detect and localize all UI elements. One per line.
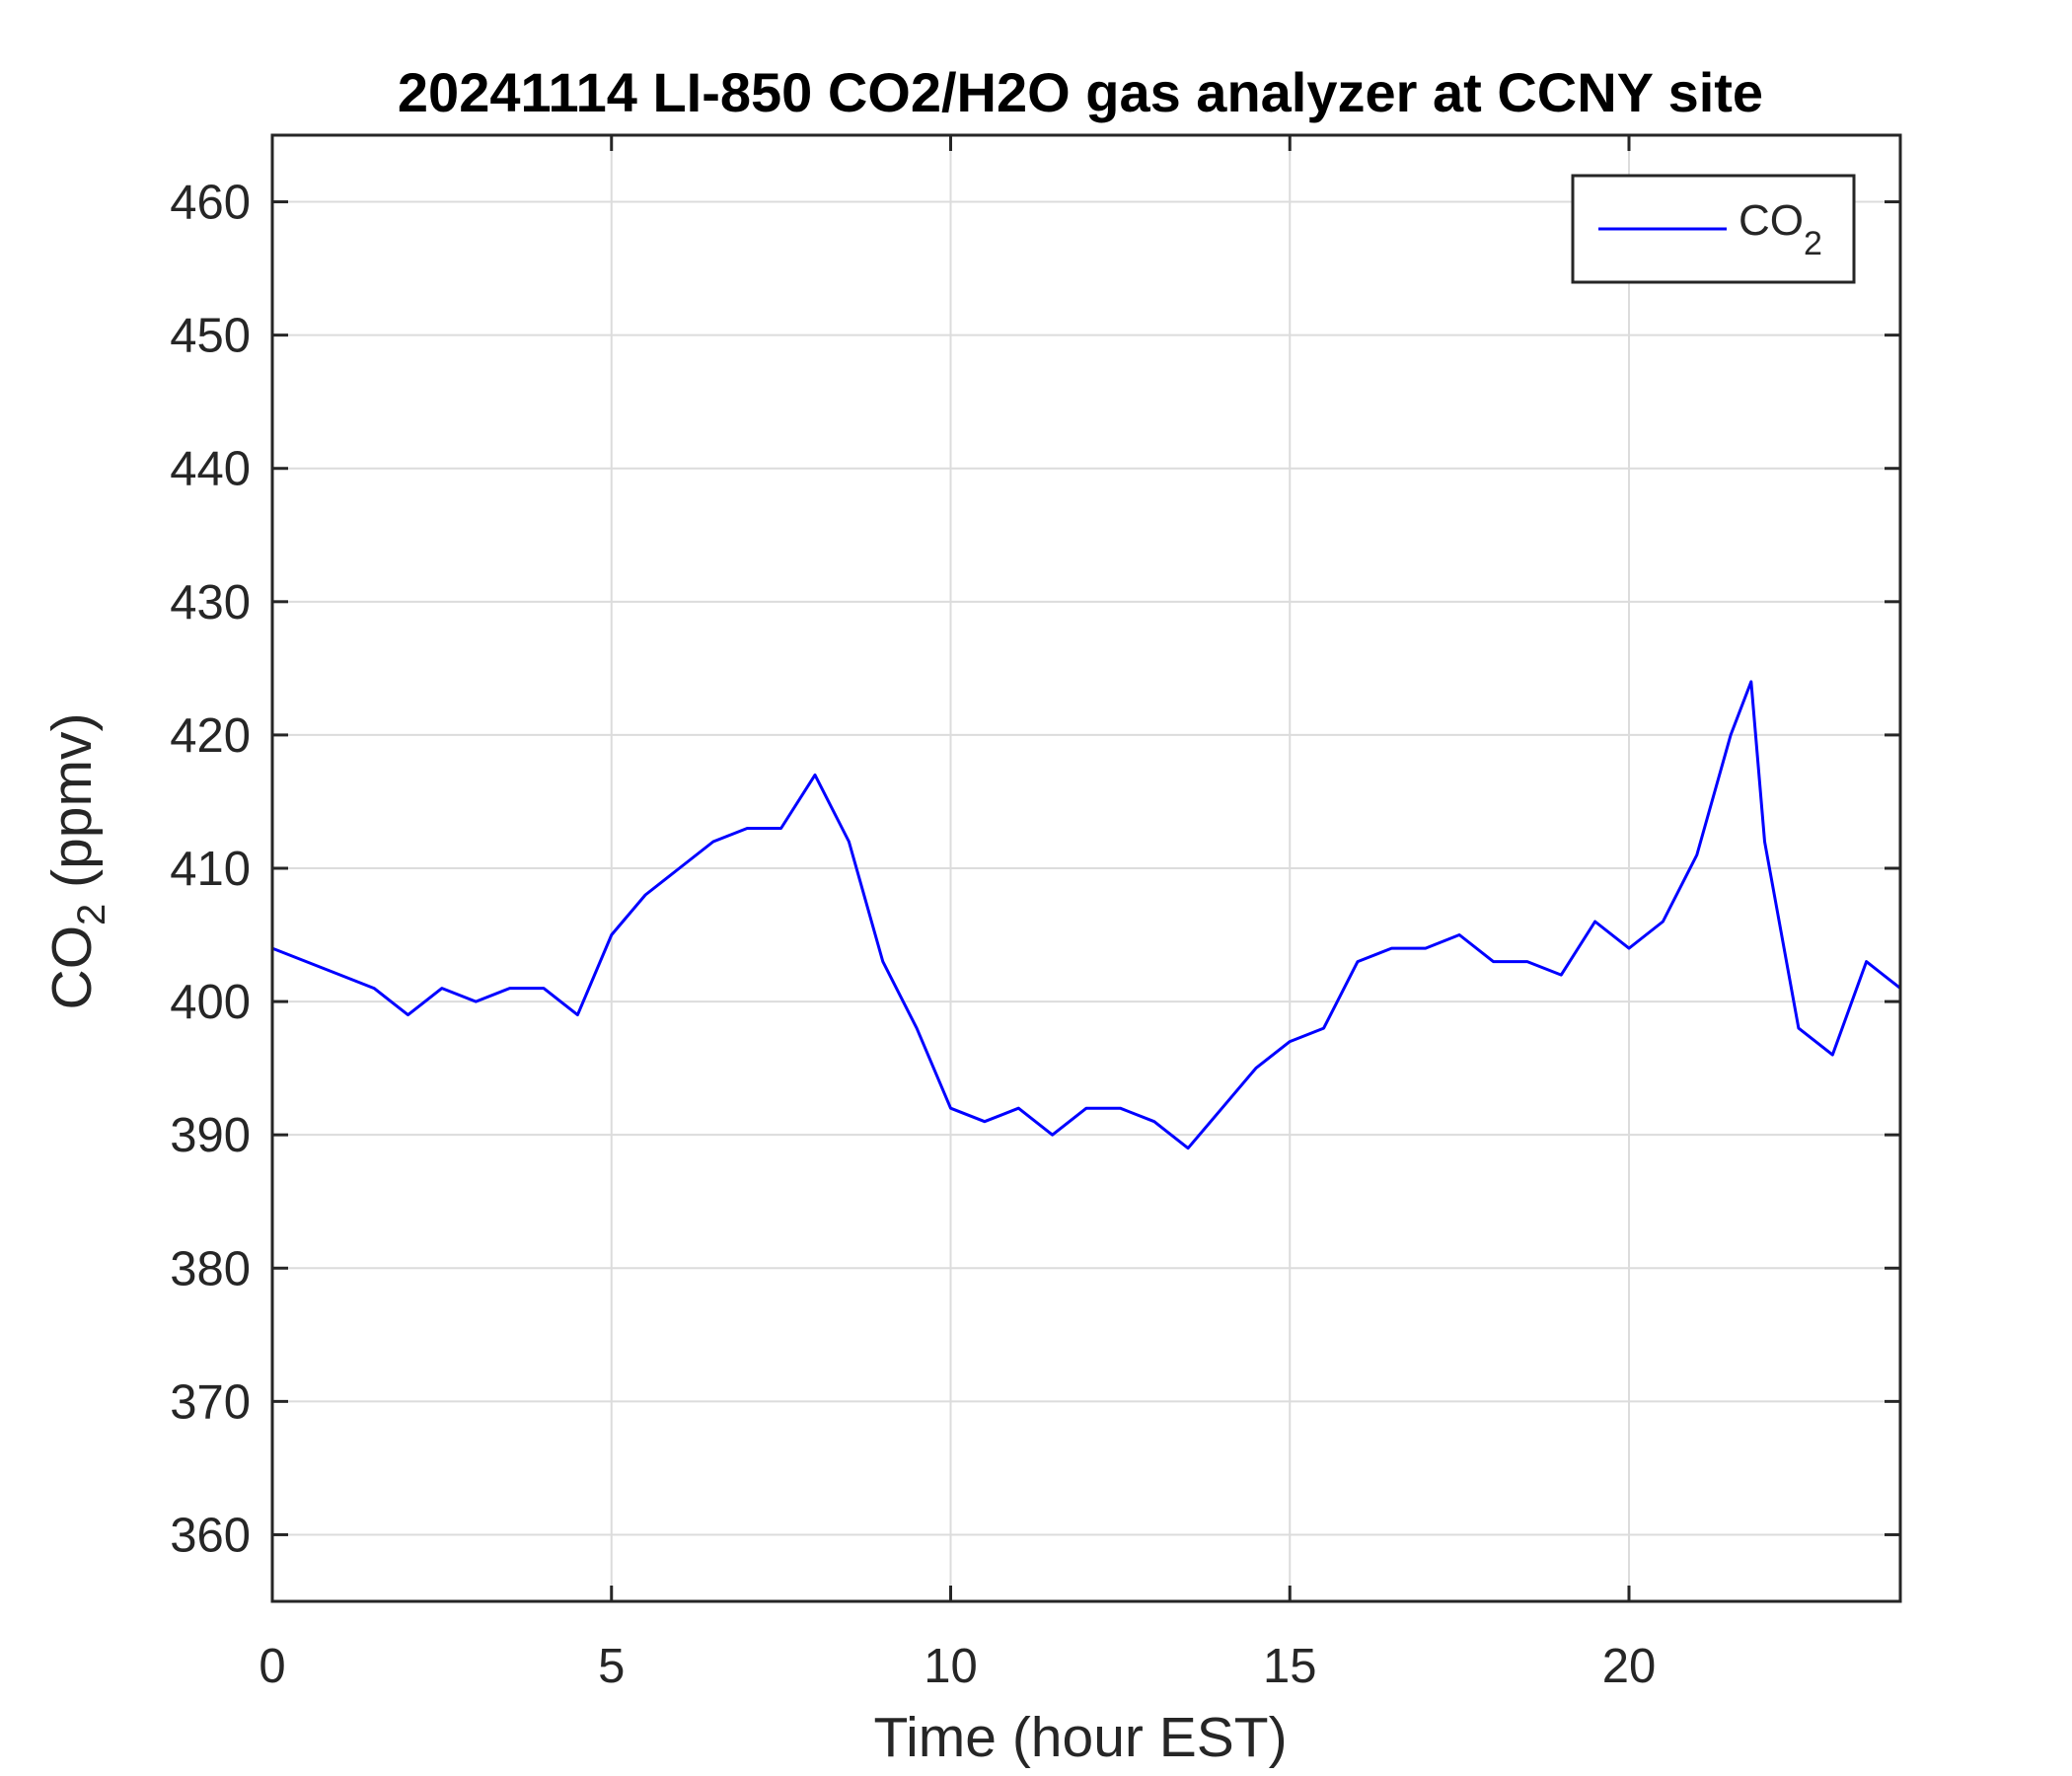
chart-title: 20241114 LI-850 CO2/H2O gas analyzer at … <box>398 61 1763 123</box>
data-point-0-38 <box>1560 974 1563 976</box>
y-tick-labels: 360 370 380 390 400 410 420 430 440 450 460 <box>170 177 251 1563</box>
data-point-0-7 <box>508 987 511 990</box>
data-point-0-27 <box>1187 1147 1189 1149</box>
y-axis-label: CO2 (ppmv) <box>40 713 113 1010</box>
x-axis-label: Time (hour EST) <box>873 1706 1287 1769</box>
y-tick-label-4: 400 <box>170 976 251 1029</box>
x-tick-label-1: 5 <box>598 1640 625 1693</box>
data-point-0-11 <box>644 894 646 896</box>
data-point-0-25 <box>1119 1107 1122 1109</box>
data-point-0-39 <box>1593 921 1596 923</box>
data-point-0-13 <box>712 841 714 843</box>
data-point-0-19 <box>916 1027 918 1029</box>
series-line-co2 <box>271 680 1901 1150</box>
data-point-0-18 <box>881 960 884 963</box>
y-axis-label-subscript: 2 <box>70 904 113 925</box>
y-tick-label-10: 460 <box>170 177 251 230</box>
data-point-0-5 <box>441 987 443 990</box>
data-point-0-42 <box>1695 853 1698 856</box>
x-tick-label-4: 20 <box>1602 1640 1657 1693</box>
y-tick-label-1: 370 <box>170 1375 251 1429</box>
data-point-0-34 <box>1424 947 1427 949</box>
legend-label-subscript: 2 <box>1804 225 1822 262</box>
y-tick-label-2: 380 <box>170 1242 251 1295</box>
data-point-0-44 <box>1749 681 1752 683</box>
data-point-0-35 <box>1458 933 1460 936</box>
data-point-0-8 <box>543 987 545 990</box>
y-tick-label-3: 390 <box>170 1109 251 1162</box>
y-axis-label-rest: (ppmv) <box>40 713 104 904</box>
data-point-0-31 <box>1322 1027 1325 1029</box>
data-point-0-46 <box>1798 1027 1800 1029</box>
x-tick-label-2: 10 <box>924 1640 978 1693</box>
y-tick-label-5: 410 <box>170 843 251 896</box>
axes <box>270 133 1902 1603</box>
series-layer <box>271 680 1901 1150</box>
data-point-0-36 <box>1492 960 1495 963</box>
data-point-0-15 <box>779 827 782 830</box>
data-point-0-3 <box>373 987 375 990</box>
y-tick-label-8: 440 <box>170 443 251 496</box>
data-point-0-48 <box>1865 960 1868 963</box>
data-point-0-12 <box>678 867 681 869</box>
data-point-0-40 <box>1628 947 1630 949</box>
x-tick-label-3: 15 <box>1263 1640 1317 1693</box>
x-tick-labels: 0 5 10 15 20 <box>259 1640 1656 1693</box>
y-tick-label-6: 420 <box>170 709 251 763</box>
data-point-0-22 <box>1017 1107 1020 1109</box>
data-point-0-16 <box>814 774 816 777</box>
x-tick-label-0: 0 <box>259 1640 285 1693</box>
data-point-0-30 <box>1289 1040 1292 1043</box>
data-point-0-26 <box>1152 1120 1155 1123</box>
data-point-0-17 <box>848 841 851 843</box>
y-axis-label-base: CO <box>40 925 104 1010</box>
data-point-0-14 <box>746 827 749 830</box>
data-point-0-9 <box>576 1013 579 1016</box>
data-point-0-2 <box>338 974 341 976</box>
data-point-0-29 <box>1255 1067 1257 1070</box>
data-point-0-37 <box>1526 960 1528 963</box>
legend-label-base: CO <box>1739 196 1804 245</box>
y-tick-label-9: 450 <box>170 310 251 363</box>
legend-label-co2: CO2 <box>1739 196 1822 262</box>
data-point-0-47 <box>1831 1054 1834 1056</box>
data-point-0-43 <box>1730 734 1732 736</box>
y-tick-label-7: 430 <box>170 576 251 629</box>
data-point-0-45 <box>1763 841 1766 843</box>
data-point-0-23 <box>1051 1134 1054 1136</box>
grid <box>272 135 1900 1601</box>
legend: CO2 <box>1571 174 1856 284</box>
data-point-0-24 <box>1085 1107 1087 1109</box>
data-point-0-32 <box>1357 960 1359 963</box>
data-point-0-6 <box>475 1000 478 1002</box>
data-point-0-21 <box>984 1120 986 1123</box>
data-point-0-41 <box>1662 921 1665 923</box>
data-point-0-1 <box>305 960 308 963</box>
data-point-0-33 <box>1390 947 1393 949</box>
data-point-0-10 <box>610 933 613 936</box>
data-point-0-4 <box>407 1013 409 1016</box>
data-point-0-28 <box>1221 1107 1223 1109</box>
data-point-0-20 <box>949 1107 952 1109</box>
y-tick-label-0: 360 <box>170 1509 251 1562</box>
